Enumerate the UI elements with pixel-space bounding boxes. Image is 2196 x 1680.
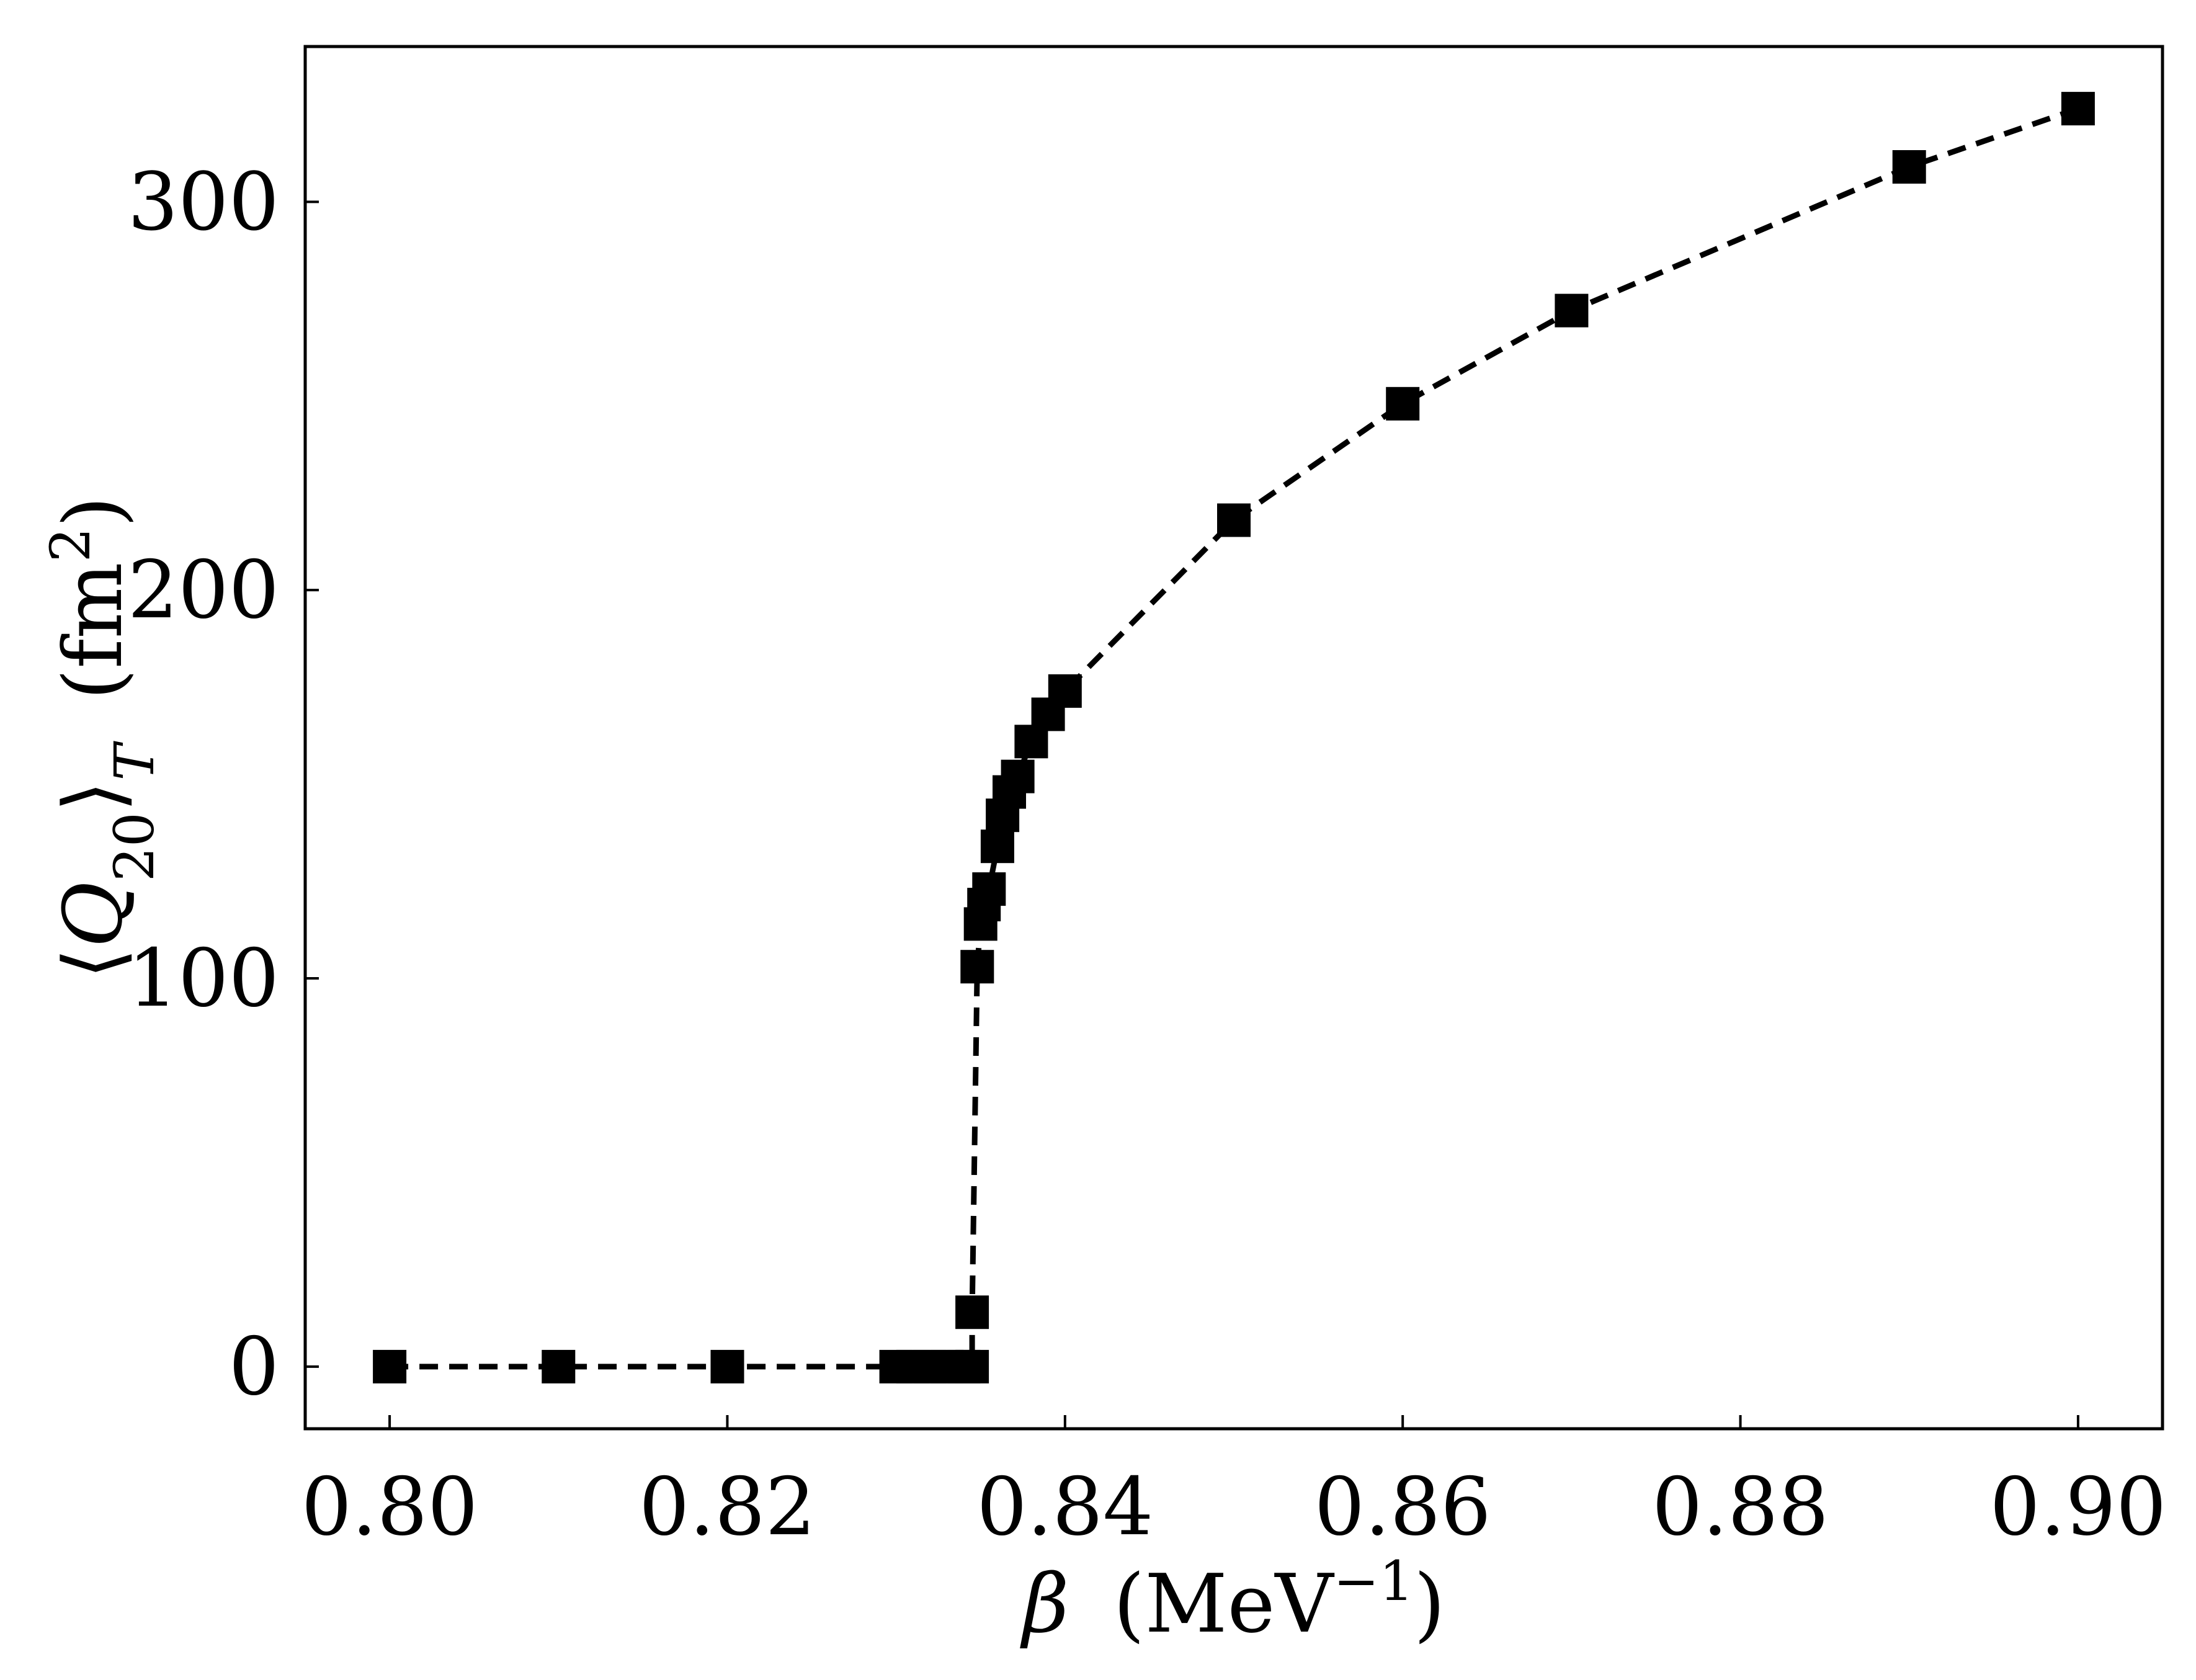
data-point (2061, 92, 2095, 126)
data-point (955, 1349, 989, 1383)
x-tick-label: 0.86 (1314, 1461, 1491, 1553)
y-tick-label: 0 (229, 1321, 279, 1413)
y-tick-label: 300 (128, 156, 279, 248)
data-point (1555, 293, 1589, 328)
data-point (710, 1349, 744, 1383)
data-point (1217, 503, 1251, 537)
y-axis-title: ⟨Q20⟩T (fm2) (38, 496, 166, 980)
x-tick-label: 0.80 (301, 1461, 478, 1553)
data-point (1048, 674, 1082, 708)
data-point (972, 872, 1006, 906)
data-point (955, 1295, 989, 1329)
data-point (980, 829, 1014, 864)
y-tick-label: 200 (128, 544, 279, 637)
x-tick-label: 0.84 (976, 1461, 1153, 1553)
plot-frame (303, 45, 2164, 1431)
data-point (1892, 150, 1926, 184)
data-point (1001, 759, 1035, 793)
data-point (373, 1349, 407, 1383)
axis-ticks: 0.80 0.82 0.84 0.86 0.88 0.90 0 100 200 300 (128, 156, 2167, 1553)
data-point (960, 950, 994, 984)
plot-area (373, 92, 2095, 1383)
data-point (1386, 386, 1420, 421)
x-tick-label: 0.88 (1652, 1461, 1829, 1553)
y-tick-label: 100 (128, 932, 279, 1025)
x-tick-label: 0.90 (1989, 1461, 2166, 1553)
x-tick-label: 0.82 (639, 1461, 816, 1553)
x-axis-title: β (MeV−1) (1019, 1549, 1445, 1651)
data-point (542, 1349, 576, 1383)
